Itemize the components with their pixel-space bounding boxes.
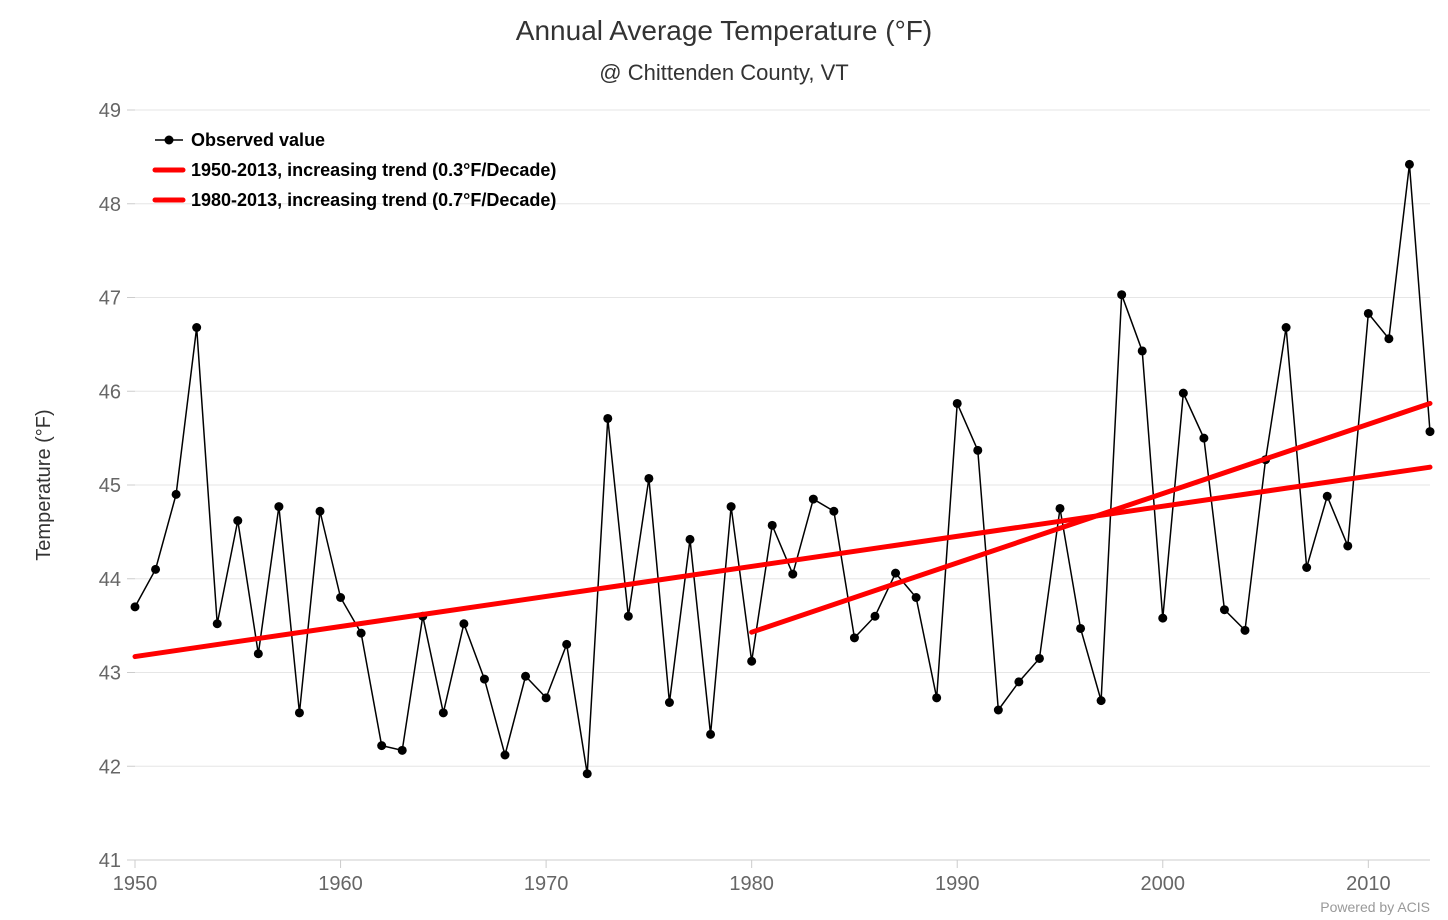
x-tick-label: 1950: [113, 873, 158, 895]
x-tick-label: 2010: [1346, 873, 1391, 895]
observed-marker: [829, 507, 838, 516]
observed-marker: [1117, 290, 1126, 299]
observed-marker: [603, 414, 612, 423]
observed-marker: [1158, 614, 1167, 623]
legend-label: 1980-2013, increasing trend (0.7°F/Decad…: [191, 190, 556, 210]
observed-marker: [665, 698, 674, 707]
x-tick-label: 1960: [318, 873, 363, 895]
y-ticks: 41 42 43 44 45 46 47 48 49: [99, 100, 135, 872]
observed-marker: [131, 602, 140, 611]
observed-marker: [398, 746, 407, 755]
chart-subtitle: @ Chittenden County, VT: [599, 60, 848, 85]
y-tick-label: 47: [99, 288, 121, 310]
observed-marker: [706, 730, 715, 739]
y-tick-label: 44: [99, 569, 121, 591]
x-tick-label: 2000: [1141, 873, 1186, 895]
observed-marker: [377, 741, 386, 750]
observed-marker: [1364, 309, 1373, 318]
y-tick-label: 43: [99, 663, 121, 685]
observed-marker: [459, 619, 468, 628]
observed-marker: [316, 507, 325, 516]
observed-marker: [1384, 334, 1393, 343]
observed-marker: [973, 446, 982, 455]
observed-marker: [850, 633, 859, 642]
observed-marker: [1302, 563, 1311, 572]
credit-label: Powered by ACIS: [1320, 899, 1430, 915]
observed-marker: [439, 708, 448, 717]
observed-marker: [788, 570, 797, 579]
legend-label: Observed value: [191, 130, 325, 150]
x-tick-label: 1980: [729, 873, 774, 895]
observed-marker: [686, 535, 695, 544]
observed-marker: [891, 569, 900, 578]
observed-marker: [624, 612, 633, 621]
y-tick-label: 48: [99, 194, 121, 216]
observed-marker: [747, 657, 756, 666]
observed-marker: [254, 649, 263, 658]
observed-marker: [1035, 654, 1044, 663]
observed-marker: [562, 640, 571, 649]
y-tick-label: 42: [99, 756, 121, 778]
observed-marker: [274, 502, 283, 511]
chart-svg: 41 42 43 44 45 46 47 48 49 1950 1960 1970 1980 1990 20…: [0, 0, 1448, 920]
observed-marker: [1426, 427, 1435, 436]
observed-marker: [644, 474, 653, 483]
observed-marker: [809, 495, 818, 504]
y-axis-label: Temperature (°F): [33, 409, 55, 560]
observed-marker: [1014, 677, 1023, 686]
observed-marker: [1138, 346, 1147, 355]
observed-marker: [233, 516, 242, 525]
observed-marker: [727, 502, 736, 511]
observed-marker: [1323, 492, 1332, 501]
observed-marker: [480, 675, 489, 684]
observed-marker: [1076, 624, 1085, 633]
observed-marker: [521, 672, 530, 681]
observed-marker: [1241, 626, 1250, 635]
observed-marker: [1179, 389, 1188, 398]
observed-marker: [501, 751, 510, 760]
observed-marker: [151, 565, 160, 574]
observed-marker: [1405, 160, 1414, 169]
observed-marker: [172, 490, 181, 499]
chart-container: 41 42 43 44 45 46 47 48 49 1950 1960 1970 1980 1990 20…: [0, 0, 1448, 920]
x-ticks: 1950 1960 1970 1980 1990 2000 2010: [113, 860, 1391, 895]
observed-marker: [953, 399, 962, 408]
observed-marker: [1282, 323, 1291, 332]
observed-marker: [336, 593, 345, 602]
observed-marker: [357, 629, 366, 638]
y-tick-label: 45: [99, 475, 121, 497]
observed-marker: [1056, 504, 1065, 513]
observed-marker: [192, 323, 201, 332]
observed-marker: [1199, 434, 1208, 443]
chart-title: Annual Average Temperature (°F): [516, 15, 932, 46]
x-tick-label: 1970: [524, 873, 569, 895]
observed-marker: [932, 693, 941, 702]
observed-marker: [912, 593, 921, 602]
observed-marker: [994, 706, 1003, 715]
y-tick-label: 49: [99, 100, 121, 122]
observed-marker: [583, 769, 592, 778]
observed-marker: [213, 619, 222, 628]
legend-swatch-marker: [165, 136, 174, 145]
observed-marker: [542, 693, 551, 702]
observed-marker: [871, 612, 880, 621]
x-tick-label: 1990: [935, 873, 980, 895]
y-tick-label: 46: [99, 381, 121, 403]
observed-marker: [1097, 696, 1106, 705]
observed-marker: [1343, 541, 1352, 550]
observed-marker: [768, 521, 777, 530]
observed-marker: [1220, 605, 1229, 614]
legend-label: 1950-2013, increasing trend (0.3°F/Decad…: [191, 160, 556, 180]
y-tick-label: 41: [99, 850, 121, 872]
observed-marker: [295, 708, 304, 717]
